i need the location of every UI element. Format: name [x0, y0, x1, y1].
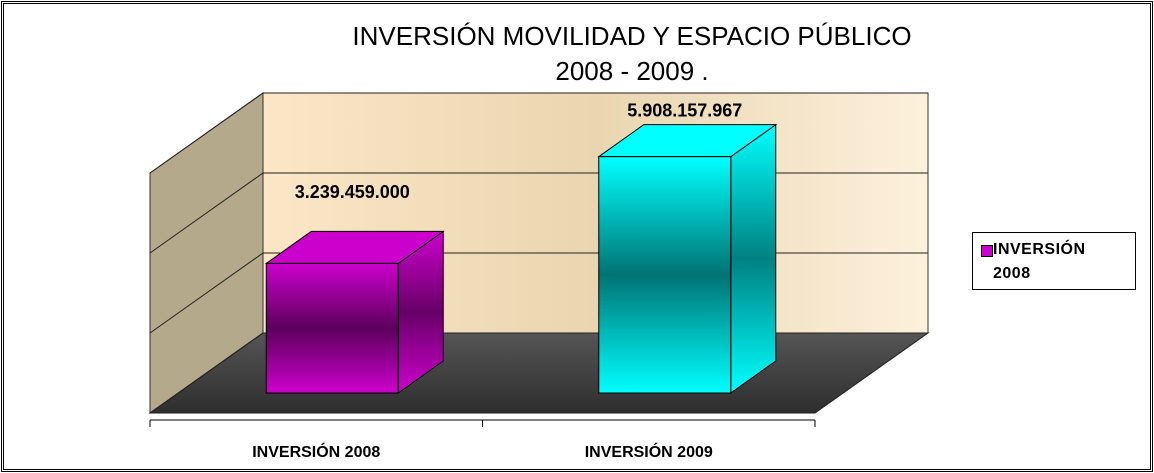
grid-line: [149, 252, 264, 334]
bar-shade: [598, 156, 731, 393]
grid-line: [149, 92, 264, 174]
legend-swatch: [981, 245, 993, 257]
bar-shade: [266, 263, 399, 393]
chart-title: INVERSIÓN MOVILIDAD Y ESPACIO PÚBLICO: [352, 21, 911, 51]
legend-label: INVERSIÓN 2008: [993, 241, 1086, 282]
x-tick-label: INVERSIÓN 2008: [252, 442, 380, 461]
grid-line: [149, 172, 264, 254]
chart-subtitle: 2008 - 2009 .: [555, 56, 708, 86]
legend: INVERSIÓN 2008: [972, 232, 1136, 290]
x-tick-label: INVERSIÓN 2009: [585, 442, 713, 461]
grid-line: [149, 332, 264, 414]
value-label: 3.239.459.000: [295, 182, 410, 202]
value-label: 5.908.157.967: [627, 100, 742, 120]
bar-side-shade: [398, 231, 444, 393]
bar-side-shade: [730, 124, 776, 394]
